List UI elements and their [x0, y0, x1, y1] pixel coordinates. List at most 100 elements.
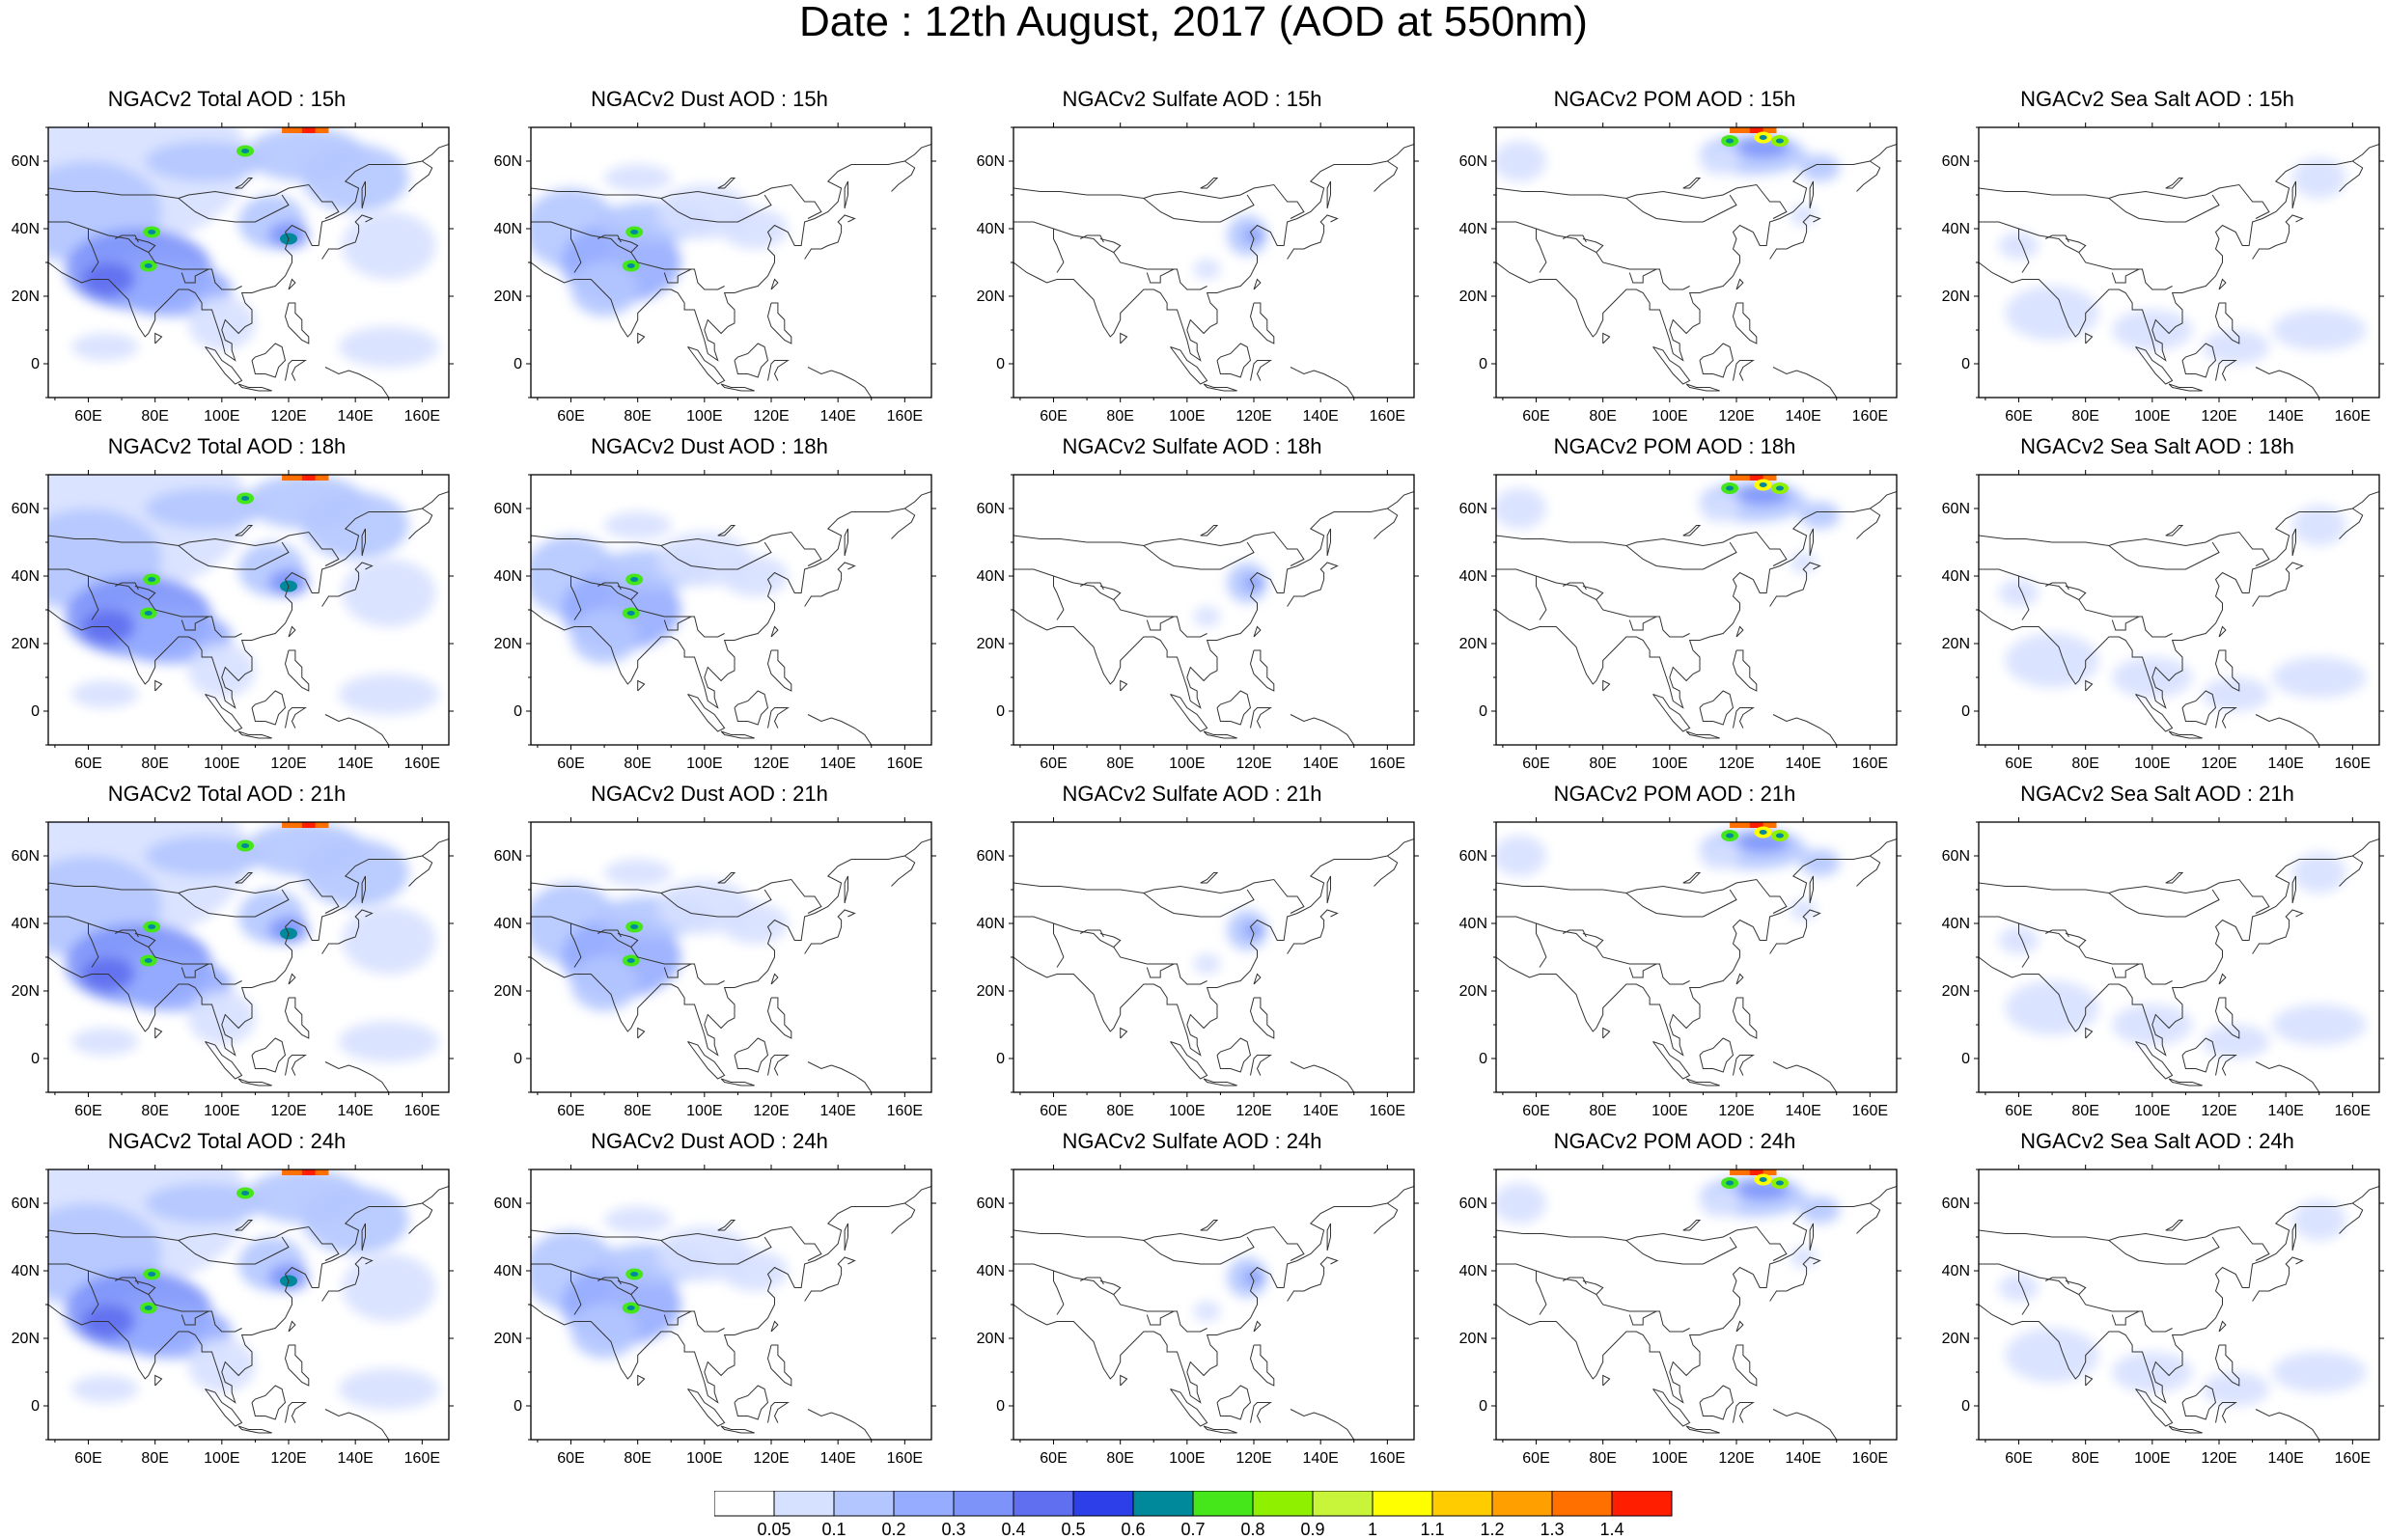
coastlines: [1496, 839, 1897, 1092]
lat-tick-label: 40N: [1459, 568, 1487, 585]
lon-tick-label: 60E: [1522, 1103, 1549, 1119]
lon-tick-label: 80E: [2071, 1103, 2098, 1119]
lat-tick-label: 20N: [494, 983, 522, 1000]
map-panel-pom: NGACv2 POM AOD : 21h 60N 40N 20N 0 60E 80E 100E…: [1448, 782, 1930, 1121]
coastline-segment: [1253, 973, 1262, 985]
coastline-segment: [180, 268, 209, 284]
coastline-segment: [663, 963, 692, 978]
coastline-segment: [2215, 1402, 2237, 1423]
coastlines: [1013, 144, 1414, 398]
aod-map: 60N 40N 20N 0 60E 80E 100E 120E 140E 160E: [1459, 123, 1901, 425]
coastline-segment: [48, 839, 449, 1057]
aod-patch: [1799, 154, 1841, 181]
map-panel-seasalt: NGACv2 Sea Salt AOD : 21h 60N 40N 20N 0 60E 80…: [1930, 782, 2387, 1121]
coastline-segment: [1979, 878, 2270, 914]
coastline-segment: [284, 997, 310, 1039]
aod-map: 60N 40N 20N 0 60E 80E 100E 120E 140E 160E: [1942, 817, 2384, 1119]
coastline-segment: [2291, 528, 2296, 557]
aod-hotspot-core: [1759, 135, 1767, 140]
panel-title: NGACv2 Total AOD : 24h: [107, 1129, 347, 1153]
lon-tick-label: 100E: [1651, 1103, 1687, 1119]
aod-patch: [1243, 923, 1264, 937]
coastline-segment: [766, 649, 792, 692]
coastline-segment: [891, 160, 916, 192]
aod-patch: [1243, 576, 1264, 590]
coastline-segment: [251, 690, 287, 726]
coastline-segment: [531, 144, 931, 362]
coastline-segment: [770, 1320, 779, 1333]
lon-tick-label: 160E: [2335, 1103, 2371, 1119]
map-panel-total: NGACv2 Total AOD : 15h 60N 40N 20N 0 60E 80E 10…: [0, 87, 483, 426]
coastline-segment: [48, 1263, 242, 1333]
colorbar-label: 0.7: [1180, 1520, 1205, 1539]
coastline-segment: [1013, 568, 1207, 638]
colorbar-box: [714, 1491, 775, 1517]
aod-hotspot-core: [626, 263, 635, 268]
colorbar-box: [1192, 1491, 1254, 1517]
coastline-segment: [804, 562, 856, 607]
coastline-segment: [1625, 1236, 1737, 1265]
map-panel-seasalt: NGACv2 Sea Salt AOD : 18h 60N 40N 20N 0 60E 80…: [1930, 434, 2387, 774]
aod-hotspot-core: [144, 958, 153, 963]
coastline-segment: [637, 679, 646, 692]
coastline-segment: [2065, 1280, 2087, 1295]
coastline-segment: [770, 973, 779, 985]
lon-tick-label: 140E: [819, 1103, 855, 1119]
aod-map: 60N 40N 20N 0 60E 80E 100E 120E 140E 160E: [494, 1165, 936, 1467]
colorbar-box: [1252, 1491, 1314, 1517]
coastline-segment: [2291, 180, 2296, 209]
coastline-segment: [844, 528, 848, 557]
lon-tick-label: 100E: [686, 408, 722, 425]
coastline-segment: [1200, 1220, 1219, 1231]
aod-patch: [342, 559, 436, 627]
aod-patch: [71, 1375, 139, 1403]
coastline-segment: [2108, 1236, 2220, 1265]
lon-tick-label: 80E: [624, 756, 651, 772]
coastline-segment: [288, 1320, 296, 1333]
coastline-segment: [361, 528, 366, 557]
coastline-segment: [637, 1374, 646, 1387]
colorbar-label: 0.1: [821, 1520, 846, 1539]
coastline-segment: [237, 383, 272, 392]
aod-patch: [301, 144, 409, 212]
coastline-segment: [154, 1374, 163, 1387]
coastline-segment: [1249, 649, 1275, 692]
coastline-segment: [2168, 730, 2203, 739]
aod-patch: [2272, 310, 2367, 350]
colorbar-label: 0.5: [1061, 1520, 1085, 1539]
panel-title: NGACv2 Dust AOD : 18h: [591, 434, 828, 458]
coastline-segment: [531, 221, 725, 290]
coastline-segment: [178, 889, 290, 918]
coastline-segment: [1374, 508, 1399, 539]
lat-tick-label: 0: [1961, 1051, 1970, 1067]
coastline-segment: [237, 1425, 272, 1434]
coastline-segment: [1496, 568, 1690, 638]
coastline-segment: [1120, 1027, 1128, 1039]
aod-patch: [145, 488, 265, 529]
coastline-segment: [1013, 1263, 1207, 1333]
coastline-segment: [1290, 1409, 1355, 1440]
coastline-segment: [1602, 679, 1611, 692]
coastline-segment: [1170, 694, 1208, 732]
coastline-segment: [2181, 343, 2217, 378]
lat-tick-label: 60N: [977, 848, 1005, 865]
aod-patch: [1790, 552, 1817, 573]
coastline-segment: [2168, 383, 2203, 392]
aod-patch: [1496, 836, 1546, 876]
coastline-segment: [1979, 1225, 2270, 1261]
coastline-segment: [1203, 730, 1237, 739]
coastline-segment: [134, 238, 156, 253]
coastline-segment: [770, 625, 779, 638]
aod-hotspot-core: [148, 924, 156, 929]
coastline-segment: [2165, 525, 2184, 536]
lat-tick-label: 40N: [977, 568, 1005, 585]
coastline-segment: [361, 875, 366, 904]
map-panel-dust: NGACv2 Dust AOD : 18h 60N 40N 20N 0 60E 80E 100…: [483, 434, 965, 774]
coastline-segment: [1979, 839, 2379, 1057]
coastline-segment: [1216, 1037, 1252, 1073]
lon-tick-label: 160E: [404, 408, 440, 425]
aod-hotspot-core: [241, 149, 250, 153]
coastline-segment: [767, 360, 790, 381]
aod-map: 60N 40N 20N 0 60E 80E 100E 120E 140E 160E: [1942, 1165, 2384, 1467]
aod-hotspot-core: [148, 577, 156, 582]
